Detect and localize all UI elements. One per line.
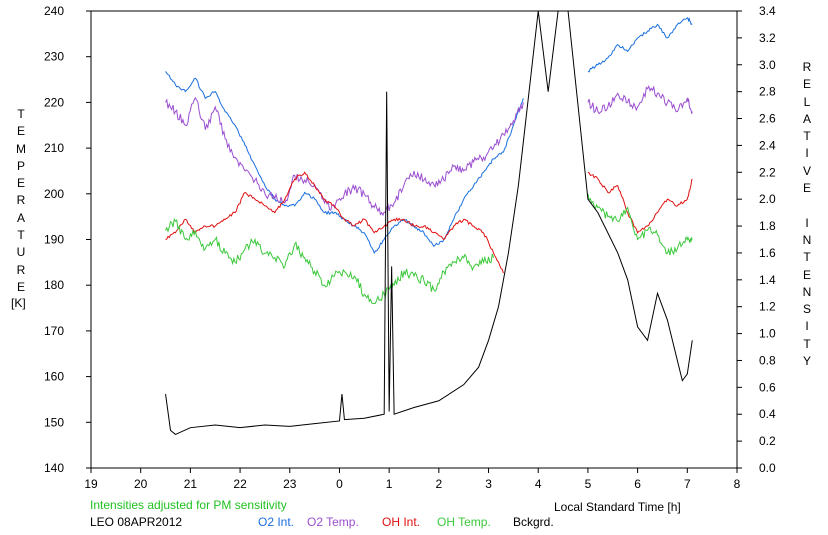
series-line-o2-int- xyxy=(587,16,693,73)
x-tick-label: 6 xyxy=(634,477,641,491)
legend-entry: OH Int. xyxy=(382,515,420,529)
adjustment-note: Intensities adjusted for PM sensitivity xyxy=(90,498,287,512)
y-right-tick-label: 1.2 xyxy=(759,300,776,314)
station-date: LEO 08APR2012 xyxy=(90,515,183,529)
y-left-tick-label: 140 xyxy=(44,461,64,475)
series-line-oh-temp- xyxy=(587,193,693,256)
x-tick-label: 4 xyxy=(535,477,542,491)
y-left-tick-label: 210 xyxy=(44,141,64,155)
series-line-o2-temp- xyxy=(165,96,524,217)
x-tick-label: 19 xyxy=(84,477,98,491)
y-right-tick-label: 0.4 xyxy=(759,407,776,421)
x-tick-label: 23 xyxy=(283,477,297,491)
y-right-tick-label: 1.0 xyxy=(759,327,776,341)
y-left-tick-label: 160 xyxy=(44,370,64,384)
x-tick-label: 21 xyxy=(184,477,198,491)
series-line-bckgrd- xyxy=(165,10,693,435)
y-axis-left-label: T E M P E R A T U R E xyxy=(16,107,26,294)
y-right-tick-label: 0.8 xyxy=(759,353,776,367)
x-tick-label: 3 xyxy=(485,477,492,491)
legend-entry: Bckgrd. xyxy=(513,515,554,529)
x-tick-label: 20 xyxy=(134,477,148,491)
legend-entry: O2 Temp. xyxy=(307,515,359,529)
series-line-oh-temp- xyxy=(165,217,494,305)
y-left-tick-label: 240 xyxy=(44,4,64,18)
y-axis-right-label: R E L A T I V E I N T E N S I T Y xyxy=(802,60,812,369)
legend-entry: O2 Int. xyxy=(258,515,294,529)
y-right-tick-label: 0.0 xyxy=(759,461,776,475)
y-right-tick-label: 1.6 xyxy=(759,246,776,260)
y-right-tick-label: 0.2 xyxy=(759,434,776,448)
x-tick-label: 8 xyxy=(734,477,741,491)
y-left-tick-label: 170 xyxy=(44,324,64,338)
y-right-tick-label: 2.8 xyxy=(759,85,776,99)
y-right-tick-label: 3.2 xyxy=(759,31,776,45)
y-right-tick-label: 2.0 xyxy=(759,192,776,206)
y-left-tick-label: 190 xyxy=(44,233,64,247)
x-tick-label: 1 xyxy=(386,477,393,491)
x-tick-label: 22 xyxy=(233,477,247,491)
x-tick-label: 7 xyxy=(684,477,691,491)
series-line-oh-int- xyxy=(165,171,504,274)
series-line-oh-int- xyxy=(587,171,693,234)
x-axis-label: Local Standard Time [h] xyxy=(554,500,681,514)
y-right-tick-label: 0.6 xyxy=(759,380,776,394)
y-right-tick-label: 2.2 xyxy=(759,165,776,179)
y-left-tick-label: 150 xyxy=(44,415,64,429)
y-right-tick-label: 1.8 xyxy=(759,219,776,233)
y-left-tick-label: 200 xyxy=(44,187,64,201)
legend-entry: OH Temp. xyxy=(437,515,491,529)
y-right-tick-label: 1.4 xyxy=(759,273,776,287)
y-left-tick-label: 230 xyxy=(44,50,64,64)
y-right-tick-label: 3.4 xyxy=(759,4,776,18)
y-left-tick-label: 220 xyxy=(44,95,64,109)
y-left-tick-label: 180 xyxy=(44,278,64,292)
y-right-tick-label: 2.4 xyxy=(759,138,776,152)
y-axis-left-unit: [K] xyxy=(11,296,26,310)
series-line-o2-temp- xyxy=(587,85,693,115)
y-right-tick-label: 2.6 xyxy=(759,112,776,126)
x-tick-label: 5 xyxy=(585,477,592,491)
x-tick-label: 0 xyxy=(336,477,343,491)
y-right-tick-label: 3.0 xyxy=(759,58,776,72)
x-tick-label: 2 xyxy=(436,477,443,491)
